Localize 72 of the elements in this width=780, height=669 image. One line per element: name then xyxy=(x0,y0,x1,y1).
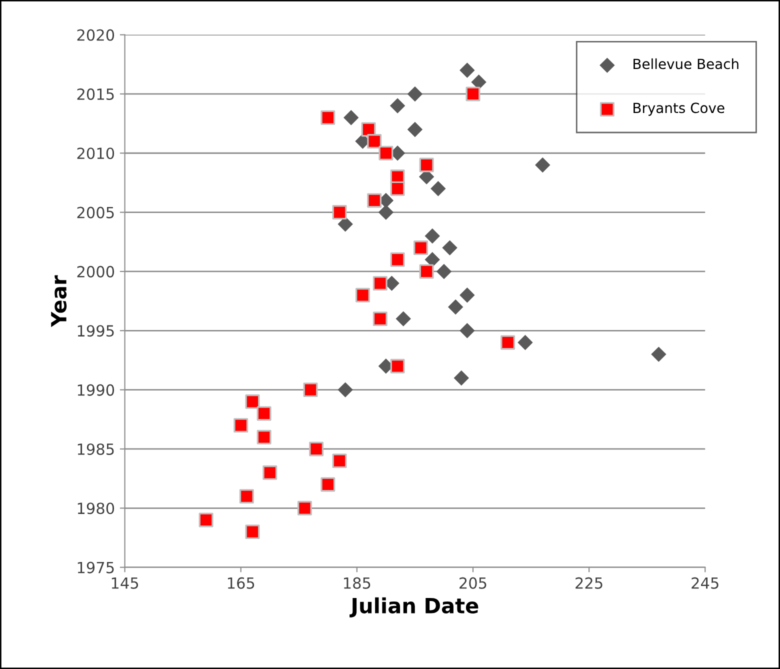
point xyxy=(338,216,353,232)
point xyxy=(407,86,423,102)
x-axis-title: Julian Date xyxy=(350,597,478,618)
point xyxy=(424,252,440,268)
point xyxy=(256,406,272,421)
point xyxy=(378,146,394,160)
point xyxy=(262,465,278,480)
point xyxy=(454,370,469,386)
x-tick-label: 245 xyxy=(692,577,718,589)
point xyxy=(245,394,260,409)
point xyxy=(256,430,272,444)
legend-label: Bellevue Beach xyxy=(634,58,738,70)
point xyxy=(448,299,464,315)
point xyxy=(407,122,423,138)
point xyxy=(460,62,475,78)
point xyxy=(430,181,446,196)
point xyxy=(309,442,324,456)
point xyxy=(466,86,480,102)
y-tick-label: 1985 xyxy=(78,443,114,455)
point xyxy=(361,122,376,137)
y-tick-label: 2005 xyxy=(77,206,114,218)
point xyxy=(419,264,434,279)
legend-label: Bryants Cove xyxy=(634,102,724,116)
point xyxy=(320,477,336,492)
point xyxy=(367,193,382,208)
point xyxy=(198,512,214,528)
x-tick-label: 185 xyxy=(344,577,370,589)
point xyxy=(390,98,406,114)
y-tick-label: 1995 xyxy=(78,325,114,337)
point xyxy=(378,204,394,220)
y-tick-label: 1980 xyxy=(78,502,114,514)
y-tick-label: 1990 xyxy=(78,384,114,396)
point xyxy=(471,74,486,90)
x-tick-label: 165 xyxy=(228,577,254,589)
y-axis-title: Year xyxy=(51,275,67,328)
point xyxy=(355,288,370,302)
point xyxy=(338,382,353,398)
point xyxy=(419,158,434,172)
point xyxy=(518,334,533,350)
x-tick-label: 205 xyxy=(460,577,486,589)
point xyxy=(535,157,550,173)
point xyxy=(460,288,475,303)
point xyxy=(436,264,452,280)
point xyxy=(651,346,666,362)
point xyxy=(303,382,318,398)
y-tick-label: 1975 xyxy=(78,562,114,574)
point xyxy=(372,312,388,326)
point xyxy=(442,240,458,256)
y-tick-label: 2020 xyxy=(77,29,114,41)
point xyxy=(320,110,336,125)
point xyxy=(500,335,516,350)
point xyxy=(245,524,260,540)
point xyxy=(414,240,428,256)
point xyxy=(390,358,405,374)
y-tick-label: 2015 xyxy=(77,88,114,100)
point xyxy=(332,454,347,468)
point xyxy=(390,252,405,267)
point xyxy=(390,181,405,196)
point xyxy=(344,110,359,126)
x-tick-label: 225 xyxy=(576,577,602,589)
point xyxy=(239,489,254,504)
point xyxy=(460,323,475,338)
y-tick-label: 2010 xyxy=(77,148,114,160)
point xyxy=(396,311,411,326)
y-tick-label: 2000 xyxy=(77,266,114,278)
point xyxy=(332,205,347,220)
point xyxy=(372,276,388,291)
x-tick-label: 145 xyxy=(112,578,138,589)
point xyxy=(367,134,382,149)
point xyxy=(424,228,440,244)
point xyxy=(234,418,248,433)
point xyxy=(297,500,312,516)
